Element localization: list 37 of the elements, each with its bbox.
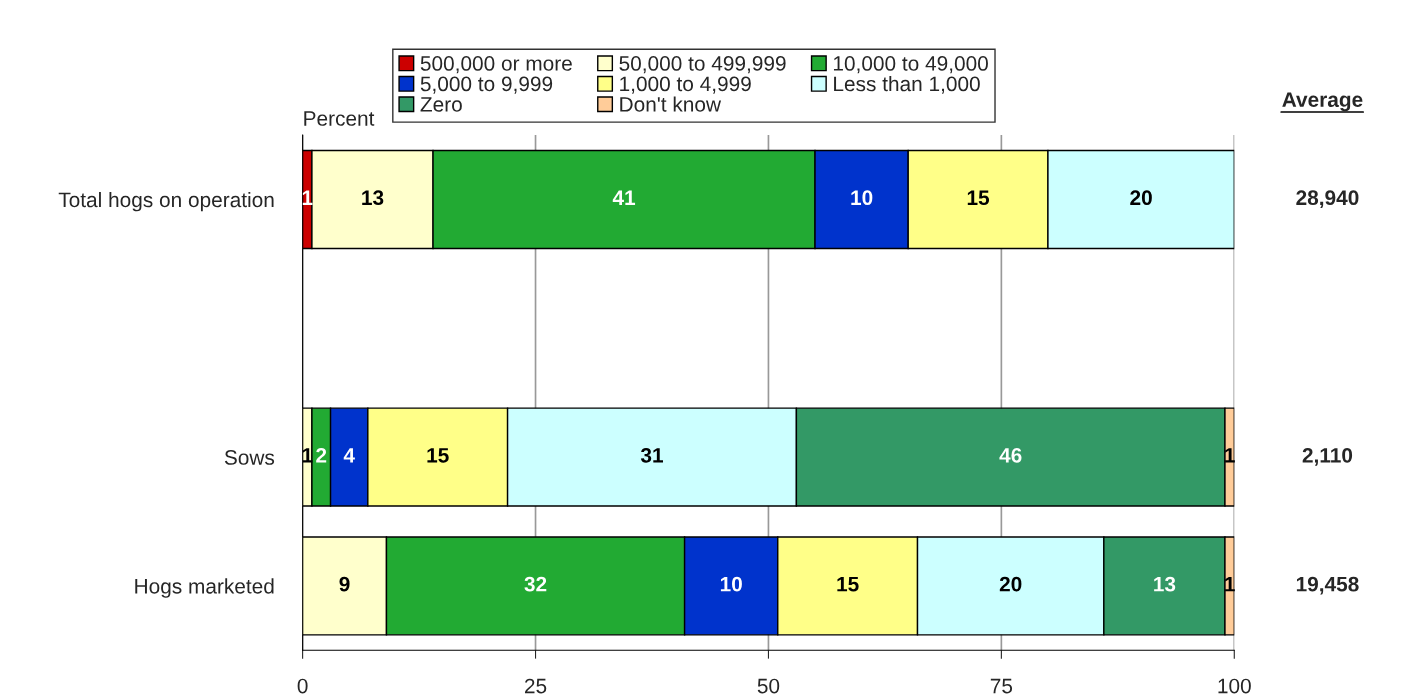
x-tick-label: 25 xyxy=(525,678,547,694)
data-label: 41 xyxy=(612,190,636,205)
x-tick-label: 100 xyxy=(1218,678,1251,694)
text: Average xyxy=(1282,92,1363,112)
legend-label: Less than 1,000 xyxy=(834,75,980,94)
data-label: 20 xyxy=(999,576,1022,592)
data-label: 9 xyxy=(339,576,350,592)
data-label: 4 xyxy=(343,448,355,463)
data-label: 13 xyxy=(1154,576,1176,592)
data-label: 10 xyxy=(720,576,742,592)
text: 2,110 xyxy=(1302,447,1353,466)
data-label: 31 xyxy=(640,447,663,463)
legend-label: 50,000 to 499,999 xyxy=(619,56,786,74)
y-tick-label: Total hogs on operation xyxy=(58,191,274,212)
x-axis-title: Percent xyxy=(304,111,375,126)
y-tick-label: Hogs marketed xyxy=(135,578,274,598)
data-label: 15 xyxy=(837,576,859,592)
x-tick-label: 0 xyxy=(297,678,308,694)
legend-label: Don't know xyxy=(620,96,722,112)
data-label: 15 xyxy=(967,190,990,206)
text: 19,458 xyxy=(1296,576,1359,595)
legend-label: 500,000 or more xyxy=(420,56,572,74)
data-label: 13 xyxy=(362,190,384,206)
legend-label: 1,000 to 4,999 xyxy=(620,76,751,94)
data-label: 10 xyxy=(851,190,873,206)
data-label: 15 xyxy=(427,448,449,463)
y-tick-label: Sows xyxy=(224,450,275,465)
x-tick-label: 75 xyxy=(990,678,1013,694)
data-label: 32 xyxy=(524,576,547,592)
data-label: 2 xyxy=(316,447,327,463)
data-label: 20 xyxy=(1130,190,1152,206)
text: 28,940 xyxy=(1296,190,1359,209)
data-label: 46 xyxy=(999,447,1022,463)
legend-label: Zero xyxy=(420,97,462,112)
x-tick-label: 50 xyxy=(757,678,780,694)
legend-label: 10,000 to 49,000 xyxy=(833,56,988,74)
legend-label: 5,000 to 9,999 xyxy=(420,76,553,94)
